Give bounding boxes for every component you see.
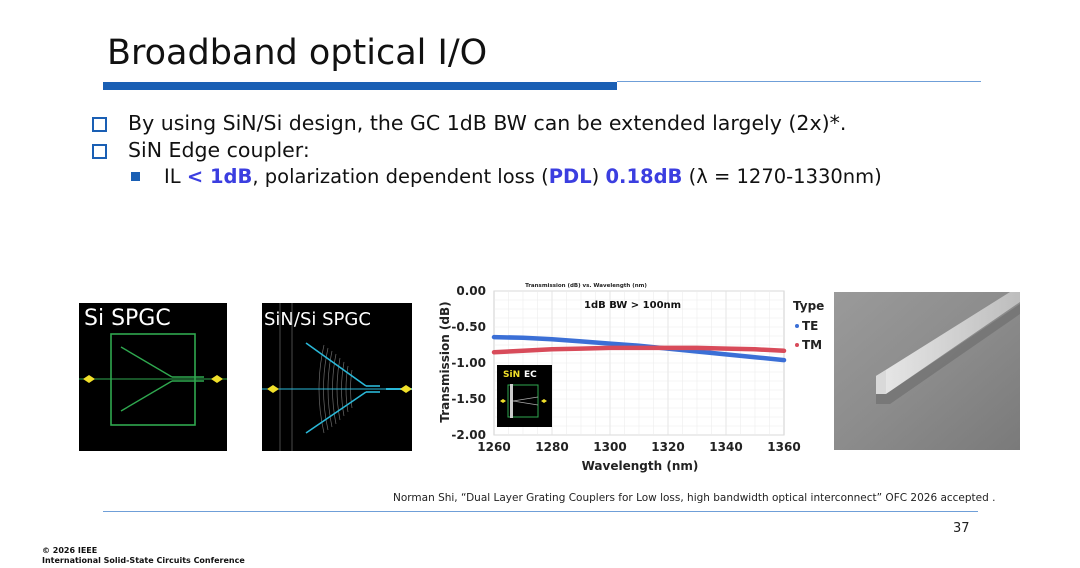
legend-label-tm: TM [802, 338, 822, 352]
legend-label-te: TE [802, 319, 818, 333]
y-tick-label: 0.00 [456, 284, 486, 298]
series-line-tm [491, 345, 787, 355]
chart-annotation: 1dB BW > 100nm [584, 300, 681, 311]
page-number: 37 [953, 521, 970, 536]
inset-sin-label: SiN [503, 370, 520, 380]
reference-citation: Norman Shi, “Dual Layer Grating Couplers… [393, 492, 996, 504]
sub-bullet-mid: , polarization dependent loss ( [252, 165, 549, 188]
sem-micrograph-image [834, 292, 1020, 450]
pdl-label: PDL [548, 165, 592, 188]
footer-divider [103, 511, 978, 512]
bullet-2-text: SiN Edge coupler: [128, 138, 310, 162]
chart-title: Transmission (dB) vs. Wavelength (nm) [525, 283, 647, 289]
pdl-value: 0.18dB [605, 165, 683, 188]
sin-si-spgc-diagram [262, 303, 412, 451]
x-tick-label: 1340 [709, 440, 742, 454]
x-tick-label: 1320 [651, 440, 684, 454]
title-underline-thin [617, 81, 981, 82]
x-tick-labels: 1260 1280 1300 1320 1340 1360 [477, 440, 800, 454]
bullet-1-text: By using SiN/Si design, the GC 1dB BW ca… [128, 111, 847, 135]
si-spgc-diagram [79, 333, 227, 426]
sin-si-spgc-panel: SiN/Si SPGC [262, 303, 412, 451]
x-tick-label: 1300 [593, 440, 626, 454]
chart-legend: TE TM [795, 319, 822, 352]
si-spgc-panel: Si SPGC [79, 303, 227, 451]
y-tick-label: -2.00 [451, 428, 486, 442]
y-tick-label: -0.50 [451, 320, 486, 334]
chart-gridlines [493, 290, 785, 436]
x-tick-label: 1360 [767, 440, 800, 454]
sin-si-spgc-label: SiN/Si SPGC [264, 309, 371, 330]
copyright-line: © 2026 IEEE [42, 546, 98, 555]
si-spgc-label: Si SPGC [84, 306, 171, 331]
x-tick-label: 1280 [535, 440, 568, 454]
sub-bullet-prefix: IL [164, 165, 187, 188]
hollow-square-bullet-icon [92, 144, 107, 159]
chart-series [491, 334, 787, 363]
x-axis-label: Wavelength (nm) [582, 459, 699, 473]
hollow-square-bullet-icon [92, 117, 107, 132]
conference-name: International Solid-State Circuits Confe… [42, 556, 245, 565]
inset-ec-label: EC [524, 370, 537, 380]
inset-image: SiN EC [497, 365, 552, 427]
x-tick-label: 1260 [477, 440, 510, 454]
title-underline-thick [103, 82, 617, 90]
legend-marker-te [795, 324, 799, 328]
legend-marker-tm [795, 343, 799, 347]
sub-bullet-close: ) [591, 165, 606, 188]
copyright-notice: © 2026 IEEE International Solid-State Ci… [42, 546, 245, 566]
y-tick-labels: 0.00 -0.50 -1.00 -1.50 -2.00 [451, 284, 486, 442]
legend-title: Type [793, 299, 824, 313]
transmission-chart: Transmission (dB) vs. Wavelength (nm) 0.… [438, 283, 824, 473]
sub-bullet-suffix: (λ = 1270-1330nm) [682, 165, 882, 188]
il-value: < 1dB [186, 165, 253, 188]
y-axis-label: Transmission (dB) [438, 301, 452, 422]
filled-square-bullet-icon [131, 172, 140, 181]
y-tick-label: -1.50 [451, 392, 486, 406]
y-tick-label: -1.00 [451, 356, 486, 370]
sub-bullet-text: IL < 1dB, polarization dependent loss (P… [164, 165, 882, 188]
slide-title: Broadband optical I/O [107, 33, 488, 73]
